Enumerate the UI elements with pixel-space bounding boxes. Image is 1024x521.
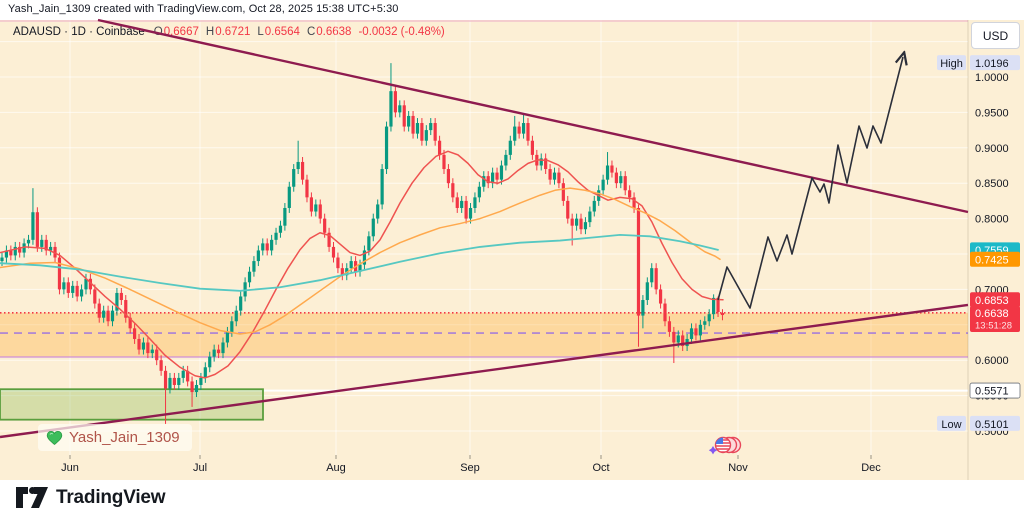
currency-toggle-usd[interactable]: USD xyxy=(971,22,1020,49)
tradingview-logo[interactable]: TradingView xyxy=(16,486,166,509)
chart-legend[interactable]: ADAUSD · 1D · Coinbase O 0.6667 H 0.6721 L… xyxy=(13,26,445,38)
close-label: C xyxy=(306,26,316,38)
chart-background xyxy=(0,20,1024,480)
watermark: Yash_Jain_1309 xyxy=(38,424,192,451)
symbol-title[interactable]: ADAUSD · 1D · Coinbase xyxy=(13,26,145,38)
attribution-text: Yash_Jain_1309 created with TradingView.… xyxy=(8,3,399,15)
low-value: 0.6564 xyxy=(264,26,300,38)
change-value: -0.0032 (-0.48%) xyxy=(358,26,445,38)
ohlc-readout: O 0.6667 H 0.6721 L 0.6564 C 0.6638 -0.0032 … xyxy=(154,26,445,38)
tradingview-wordmark: TradingView xyxy=(56,486,166,508)
green-heart-icon xyxy=(46,430,63,445)
open-value: 0.6667 xyxy=(163,26,199,38)
price-axis[interactable] xyxy=(968,20,1024,480)
open-label: O xyxy=(153,26,163,38)
low-label: L xyxy=(257,26,264,38)
exchange-label: Coinbase xyxy=(96,26,145,38)
interval-label: 1D xyxy=(71,26,86,38)
tradingview-mark-icon xyxy=(16,487,48,508)
high-value: 0.6721 xyxy=(215,26,251,38)
time-axis[interactable] xyxy=(0,455,1024,480)
high-label: H xyxy=(205,26,215,38)
close-value: 0.6638 xyxy=(316,26,352,38)
watermark-text: Yash_Jain_1309 xyxy=(69,429,180,446)
